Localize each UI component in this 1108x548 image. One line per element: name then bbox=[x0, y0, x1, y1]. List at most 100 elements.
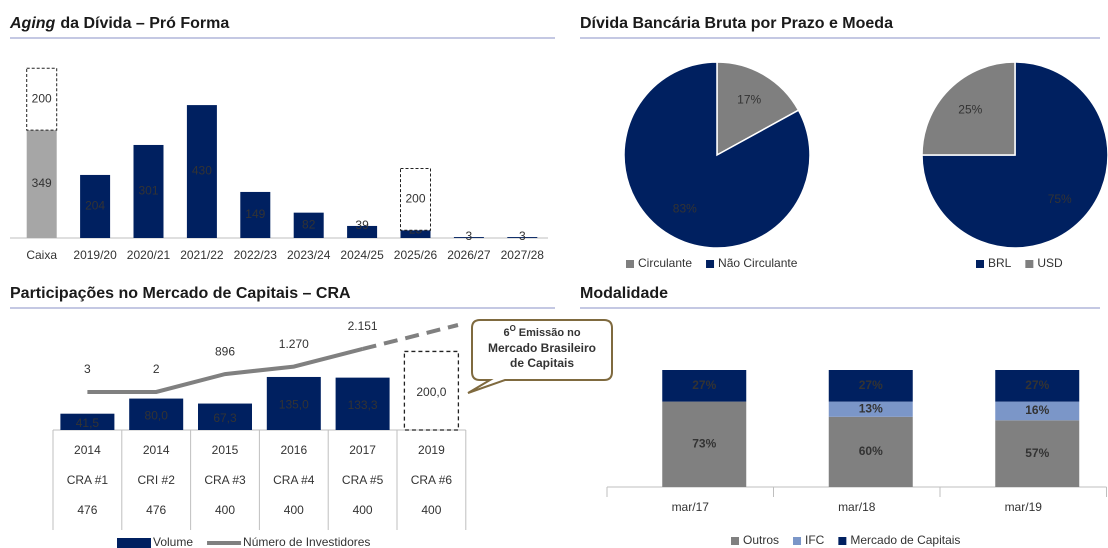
callout-box bbox=[467, 319, 613, 394]
bar bbox=[80, 174, 111, 238]
bar-label: 82 bbox=[302, 217, 316, 231]
bar-label: 349 bbox=[32, 176, 52, 190]
x-tick-label: 2023/24 bbox=[287, 248, 331, 262]
bar-label: 135,0 bbox=[279, 398, 309, 412]
callout-text: Emissão no bbox=[519, 327, 581, 339]
bar bbox=[400, 230, 431, 238]
bar bbox=[129, 398, 184, 430]
slice-label: 75% bbox=[1048, 192, 1072, 206]
table-cell: 2014 bbox=[143, 443, 170, 457]
callout-number: 6 bbox=[503, 327, 509, 339]
bar-label: 133,3 bbox=[348, 398, 378, 412]
x-tick-label: 2021/22 bbox=[180, 248, 224, 262]
x-tick-label: 2025/26 bbox=[394, 248, 438, 262]
bar-label: 204 bbox=[85, 199, 105, 213]
callout-line: Mercado Brasileiro bbox=[488, 341, 596, 355]
chart-title: Aging da Dívida – Pró Forma bbox=[9, 15, 229, 32]
legend-label: IFC bbox=[805, 533, 825, 547]
chart-title: Participações no Mercado de Capitais – C… bbox=[10, 285, 351, 302]
table-cell: CRA #3 bbox=[204, 473, 246, 487]
bar-label: 200 bbox=[405, 192, 425, 206]
x-tick-label: mar/17 bbox=[672, 500, 710, 514]
table-cell: CRA #6 bbox=[411, 473, 453, 487]
table-cell: CRI #2 bbox=[138, 473, 176, 487]
x-tick-label: 2019/20 bbox=[73, 248, 117, 262]
bar-segment bbox=[995, 420, 1080, 487]
segment-label: 16% bbox=[1025, 403, 1049, 417]
bar-segment bbox=[662, 370, 747, 402]
callout-superscript: O bbox=[510, 324, 516, 333]
bar bbox=[453, 237, 484, 238]
segment-label: 73% bbox=[692, 436, 716, 450]
legend-label: Volume bbox=[153, 535, 193, 548]
legend-label: Outros bbox=[743, 533, 779, 547]
table-cell: CRA #1 bbox=[67, 473, 109, 487]
table-cell: 2019 bbox=[418, 443, 445, 457]
pie-slice bbox=[716, 61, 800, 157]
callout: 6O Emissão no Mercado Brasileiro de Capit… bbox=[467, 319, 613, 394]
x-tick-label: mar/18 bbox=[838, 500, 876, 514]
pie-slice bbox=[623, 61, 811, 249]
table-cell: 400 bbox=[353, 503, 373, 517]
slice-label: 25% bbox=[958, 102, 982, 116]
pie-slice bbox=[921, 61, 1108, 249]
bar-label: 301 bbox=[138, 184, 158, 198]
x-tick-label: 2026/27 bbox=[447, 248, 491, 262]
table-cell: 2014 bbox=[74, 443, 101, 457]
legend-marker bbox=[706, 260, 715, 268]
legend-label: BRL bbox=[988, 256, 1012, 270]
legend-label: Circulante bbox=[638, 256, 692, 270]
title-emphasis: Aging bbox=[9, 15, 56, 32]
x-tick-label: 2027/28 bbox=[501, 248, 545, 262]
dashed-bar bbox=[400, 167, 431, 231]
legend-label: Mercado de Capitais bbox=[850, 533, 960, 547]
callout-line: de Capitais bbox=[510, 356, 574, 370]
segment-label: 27% bbox=[859, 378, 883, 392]
bar-label: 3 bbox=[466, 229, 473, 243]
table-cell: 476 bbox=[77, 503, 97, 517]
bar-label: 41,5 bbox=[76, 416, 100, 430]
x-tick-label: Caixa bbox=[26, 248, 57, 262]
legend-marker bbox=[793, 537, 802, 545]
legend-label: USD bbox=[1037, 256, 1063, 270]
legend-marker bbox=[976, 260, 984, 268]
bar-segment bbox=[995, 401, 1080, 421]
segment-label: 13% bbox=[859, 401, 883, 415]
slice-label: 83% bbox=[673, 202, 697, 216]
x-tick-label: 2022/23 bbox=[234, 248, 278, 262]
table-cell: 2015 bbox=[212, 443, 239, 457]
bar-segment bbox=[828, 416, 913, 487]
bar bbox=[347, 225, 378, 238]
bar-label: 3 bbox=[519, 229, 526, 243]
investors-line bbox=[87, 347, 364, 394]
bar-segment bbox=[662, 401, 747, 487]
bar-segment bbox=[828, 401, 913, 417]
x-tick-label: 2020/21 bbox=[127, 248, 171, 262]
segment-label: 27% bbox=[692, 378, 716, 392]
line-label: 2.151 bbox=[348, 319, 378, 333]
bar bbox=[60, 413, 115, 430]
x-tick-label: 2024/25 bbox=[340, 248, 384, 262]
legend-marker bbox=[626, 260, 634, 268]
legend-label: Número de Investidores bbox=[243, 535, 370, 548]
legend-marker bbox=[731, 537, 739, 545]
callout-line: 6O Emissão no bbox=[503, 324, 580, 339]
legend-marker bbox=[1025, 260, 1034, 268]
table-cell: 2016 bbox=[280, 443, 307, 457]
dashed-bar bbox=[26, 67, 58, 131]
bar bbox=[240, 191, 271, 238]
table-cell: CRA #5 bbox=[342, 473, 384, 487]
legend-marker bbox=[117, 538, 151, 548]
table-cell: 400 bbox=[421, 503, 441, 517]
x-tick-label: mar/19 bbox=[1005, 500, 1043, 514]
table-cell: CRA #4 bbox=[273, 473, 315, 487]
pie-slice bbox=[921, 61, 1016, 156]
legend-label: Não Circulante bbox=[718, 256, 798, 270]
bar-label: 200,0 bbox=[416, 385, 446, 399]
table-cell: 2017 bbox=[349, 443, 376, 457]
chart-title: Modalidade bbox=[580, 285, 668, 302]
line-label: 3 bbox=[84, 362, 91, 376]
table-cell: 400 bbox=[215, 503, 235, 517]
bar-segment bbox=[828, 370, 913, 402]
